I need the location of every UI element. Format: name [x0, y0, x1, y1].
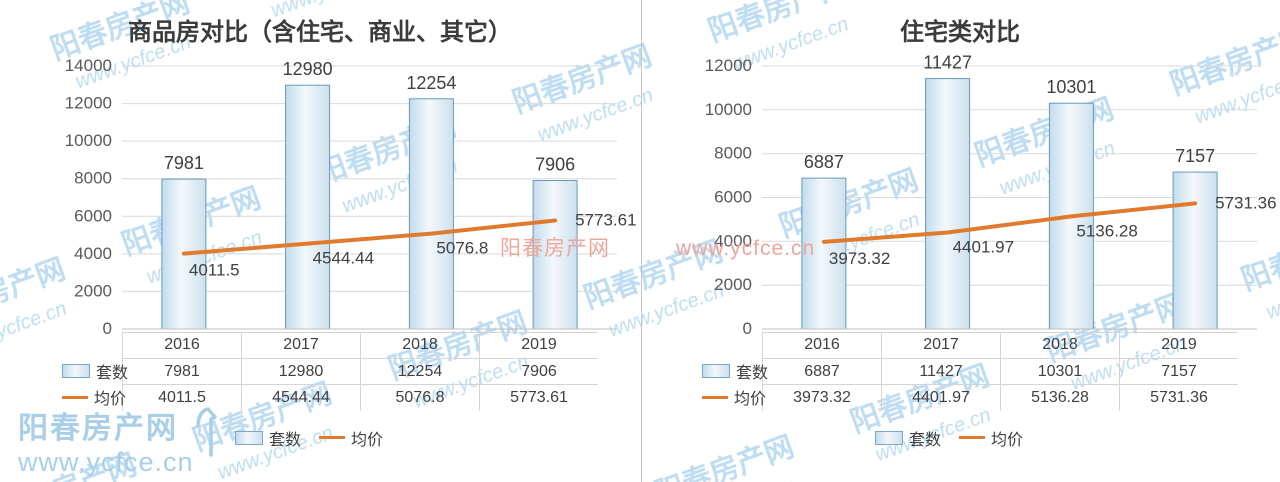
svg-text:10301: 10301 — [1046, 77, 1096, 97]
svg-text:0: 0 — [743, 319, 752, 338]
svg-text:6000: 6000 — [74, 206, 112, 225]
svg-text:0: 0 — [103, 319, 112, 338]
svg-text:2000: 2000 — [74, 281, 112, 300]
svg-text:5773.61: 5773.61 — [575, 211, 636, 230]
svg-text:12000: 12000 — [705, 56, 752, 75]
svg-text:8000: 8000 — [74, 169, 112, 188]
svg-text:4011.5: 4011.5 — [189, 261, 240, 280]
svg-text:5731.36: 5731.36 — [1215, 193, 1276, 212]
svg-text:12000: 12000 — [65, 94, 112, 113]
svg-text:3973.32: 3973.32 — [829, 249, 890, 268]
svg-text:12980: 12980 — [283, 59, 333, 79]
svg-text:8000: 8000 — [714, 144, 752, 163]
svg-text:4401.97: 4401.97 — [953, 238, 1014, 257]
svg-text:11427: 11427 — [923, 53, 972, 73]
svg-text:7906: 7906 — [535, 155, 575, 175]
svg-text:6887: 6887 — [804, 152, 844, 172]
svg-text:12254: 12254 — [406, 73, 456, 93]
svg-text:5136.28: 5136.28 — [1076, 221, 1137, 240]
svg-text:10000: 10000 — [705, 100, 752, 119]
svg-text:4000: 4000 — [74, 244, 112, 263]
svg-text:6000: 6000 — [714, 188, 752, 207]
svg-text:4544.44: 4544.44 — [313, 249, 374, 268]
svg-text:2000: 2000 — [714, 275, 752, 294]
svg-text:7157: 7157 — [1175, 146, 1215, 166]
svg-text:14000: 14000 — [65, 56, 112, 75]
svg-text:5076.8: 5076.8 — [436, 239, 488, 258]
svg-text:7981: 7981 — [164, 153, 204, 173]
svg-text:10000: 10000 — [65, 131, 112, 150]
